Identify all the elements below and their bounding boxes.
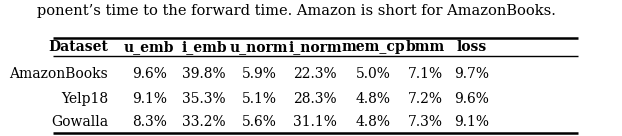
- Text: 39.8%: 39.8%: [182, 67, 226, 81]
- Text: 9.6%: 9.6%: [132, 67, 167, 81]
- Text: 5.9%: 5.9%: [241, 67, 277, 81]
- Text: i_emb: i_emb: [182, 40, 227, 54]
- Text: 4.8%: 4.8%: [356, 92, 391, 106]
- Text: 22.3%: 22.3%: [294, 67, 337, 81]
- Text: Dataset: Dataset: [49, 40, 108, 54]
- Text: u_norm: u_norm: [230, 40, 289, 54]
- Text: i_norm: i_norm: [289, 40, 342, 54]
- Text: loss: loss: [457, 40, 487, 54]
- Text: 7.1%: 7.1%: [407, 67, 443, 81]
- Text: mem_cp: mem_cp: [341, 40, 405, 54]
- Text: Yelp18: Yelp18: [61, 92, 108, 106]
- Text: ponent’s time to the forward time. Amazon is short for AmazonBooks.: ponent’s time to the forward time. Amazo…: [37, 4, 555, 18]
- Text: 9.7%: 9.7%: [455, 67, 490, 81]
- Text: 4.8%: 4.8%: [356, 115, 391, 129]
- Text: u_emb: u_emb: [124, 40, 175, 54]
- Text: 8.3%: 8.3%: [132, 115, 167, 129]
- Text: AmazonBooks: AmazonBooks: [9, 67, 108, 81]
- Text: 33.2%: 33.2%: [182, 115, 226, 129]
- Text: 9.1%: 9.1%: [132, 92, 167, 106]
- Text: 9.6%: 9.6%: [455, 92, 490, 106]
- Text: 9.1%: 9.1%: [455, 115, 490, 129]
- Text: 28.3%: 28.3%: [294, 92, 337, 106]
- Text: 5.0%: 5.0%: [356, 67, 391, 81]
- Text: bmm: bmm: [406, 40, 445, 54]
- Text: 5.1%: 5.1%: [241, 92, 277, 106]
- Text: 7.2%: 7.2%: [407, 92, 443, 106]
- Text: Gowalla: Gowalla: [51, 115, 108, 129]
- Text: 5.6%: 5.6%: [241, 115, 277, 129]
- Text: 35.3%: 35.3%: [182, 92, 226, 106]
- Text: 31.1%: 31.1%: [294, 115, 337, 129]
- Text: 7.3%: 7.3%: [407, 115, 443, 129]
